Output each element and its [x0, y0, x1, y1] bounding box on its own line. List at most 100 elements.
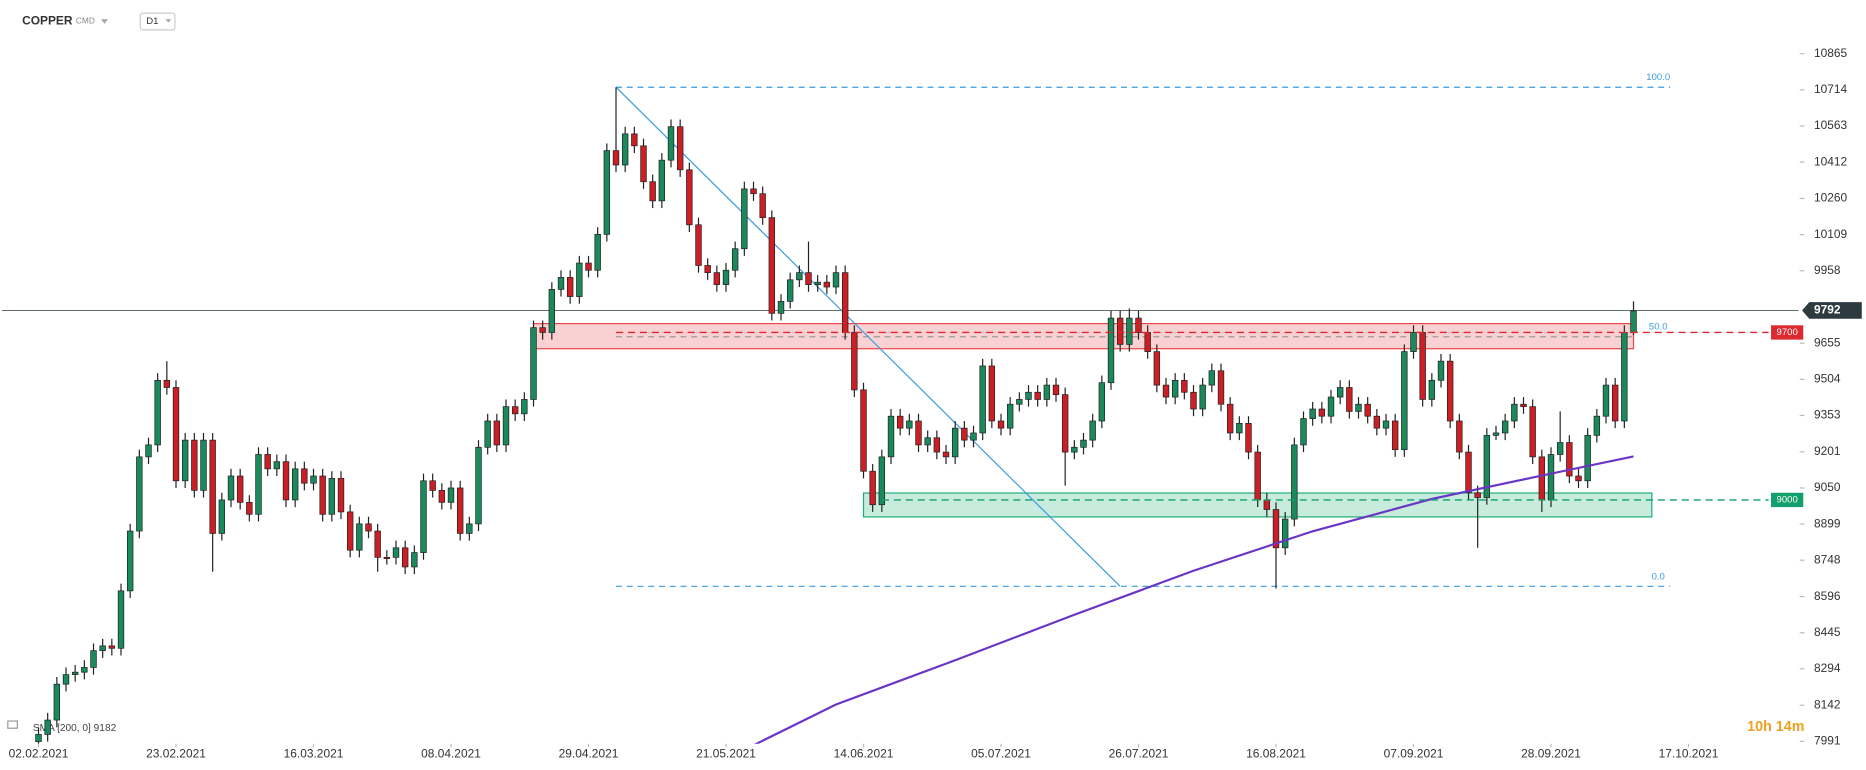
- x-tick-label: 16.08.2021: [1246, 747, 1306, 761]
- dropdown-caret[interactable]: [165, 19, 172, 23]
- y-tick-label: 10714: [1814, 82, 1848, 96]
- candle-body: [301, 468, 308, 484]
- candle-body: [970, 432, 977, 441]
- candle-body: [291, 468, 299, 501]
- candle-body: [768, 217, 776, 314]
- candle-body: [1410, 332, 1417, 352]
- candle-body: [227, 475, 235, 501]
- candle-body: [365, 523, 372, 532]
- candle-body: [493, 420, 501, 446]
- candle-body: [484, 420, 491, 448]
- candle-body: [1630, 310, 1637, 333]
- candle-body: [796, 272, 803, 281]
- candle-body: [915, 420, 922, 446]
- candle-body: [539, 327, 546, 333]
- candle-body: [924, 437, 931, 446]
- candle-body: [438, 490, 446, 503]
- candle-body: [200, 439, 207, 491]
- candle-body: [1190, 391, 1197, 410]
- candle-body: [1226, 403, 1234, 434]
- candle-body: [1245, 423, 1252, 453]
- candle-body: [511, 406, 519, 415]
- candle-body: [502, 406, 510, 446]
- candle-body: [951, 427, 959, 458]
- x-tick-label: 28.09.2021: [1521, 747, 1581, 761]
- candle-body: [823, 281, 831, 288]
- candle-body: [869, 470, 876, 506]
- candle-body: [1181, 379, 1188, 393]
- last-price-label: 9792: [1814, 303, 1841, 317]
- sma-name: SMA [200, 0]: [33, 723, 91, 734]
- candle-body: [71, 671, 79, 675]
- candle-body: [337, 478, 345, 513]
- candle-body: [667, 126, 675, 161]
- candle-body: [1428, 379, 1436, 400]
- candle-body: [374, 530, 381, 558]
- candle-body: [1061, 394, 1069, 453]
- candle-body: [1263, 499, 1271, 510]
- candle-body: [1501, 420, 1509, 434]
- candle-body: [1382, 420, 1390, 429]
- candle-body: [530, 327, 537, 400]
- y-tick-label: 10412: [1814, 154, 1848, 168]
- candle-body: [896, 415, 904, 429]
- candle-body: [658, 159, 666, 202]
- timeframe-box[interactable]: [139, 12, 176, 31]
- candle-body: [1547, 454, 1555, 501]
- candle-body: [90, 650, 97, 668]
- candle-body: [1098, 382, 1106, 422]
- candle-body: [246, 501, 253, 515]
- fib-label: 50.0: [1649, 322, 1668, 333]
- indicator-icon[interactable]: [7, 720, 18, 729]
- x-tick-label: 23.02.2021: [146, 747, 206, 761]
- level-tag: [1771, 325, 1804, 340]
- candle-body: [1346, 387, 1353, 412]
- candle-body: [420, 480, 427, 553]
- candle-body: [997, 420, 1005, 429]
- candle-body: [979, 365, 986, 434]
- candle-body: [557, 277, 565, 290]
- y-tick-label: 9504: [1814, 372, 1841, 386]
- candle-body: [181, 439, 189, 482]
- candle-body: [722, 269, 730, 285]
- level-label: 9000: [1777, 494, 1798, 505]
- candle-body: [81, 667, 88, 673]
- symbol[interactable]: COPPER: [22, 14, 73, 28]
- candle-body: [988, 365, 996, 422]
- sma-label: SMA [200, 0] 9182: [33, 723, 117, 734]
- candle-body: [1254, 451, 1261, 501]
- level-label: 9700: [1777, 327, 1798, 338]
- dropdown-caret[interactable]: [100, 19, 109, 24]
- candle-body: [466, 523, 473, 534]
- candle-body: [851, 332, 858, 391]
- timeframe[interactable]: D1: [146, 16, 158, 27]
- candle-body: [631, 133, 638, 147]
- candle-body: [594, 234, 601, 271]
- candle-body: [346, 511, 354, 551]
- candle-body: [906, 420, 913, 429]
- x-tick-label: 05.07.2021: [971, 747, 1031, 761]
- candle-body: [805, 272, 812, 285]
- countdown: 10h 14m: [1747, 719, 1804, 735]
- candle-body: [1318, 408, 1326, 417]
- candle-body: [475, 446, 482, 525]
- market: CMD: [76, 16, 95, 26]
- candle-body: [1309, 408, 1316, 419]
- candle-body: [447, 487, 455, 503]
- y-tick-label: 8596: [1814, 589, 1841, 603]
- candle-body: [154, 379, 161, 446]
- candle-body: [1575, 475, 1582, 482]
- level-tag: [1771, 492, 1804, 508]
- candle-body: [1446, 360, 1454, 422]
- candle-body: [1126, 317, 1133, 345]
- candle-body: [942, 451, 950, 458]
- candle-body: [1593, 415, 1601, 436]
- candle-body: [1391, 420, 1399, 451]
- candle-body: [704, 265, 711, 274]
- y-tick-label: 8142: [1814, 697, 1841, 711]
- candle-body: [1355, 403, 1362, 412]
- candle-body: [255, 454, 262, 515]
- candle-body: [612, 150, 620, 166]
- candle-body: [136, 456, 143, 532]
- candle-body: [218, 499, 226, 534]
